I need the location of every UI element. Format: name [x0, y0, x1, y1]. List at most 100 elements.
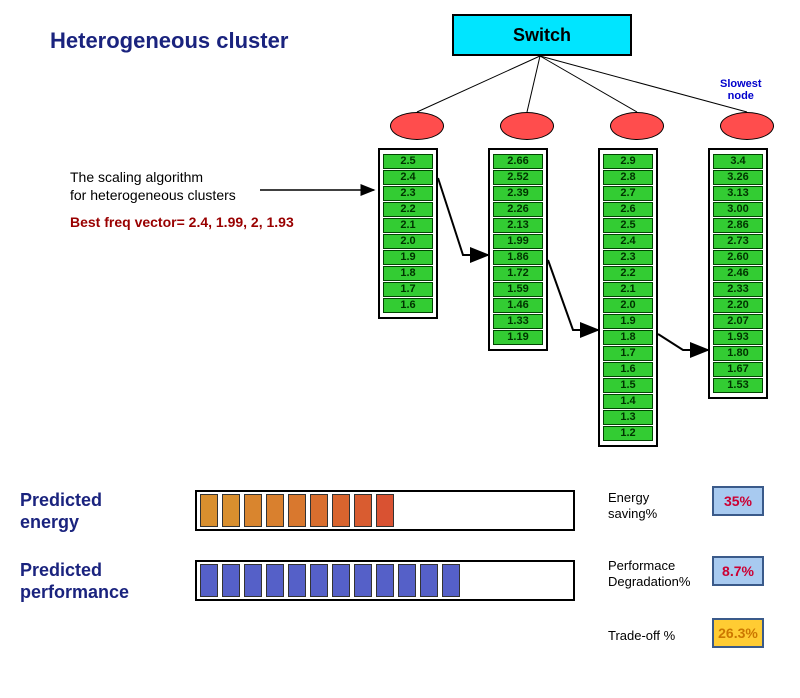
energy-bar-segment — [310, 494, 328, 527]
energy-bar-segment — [266, 494, 284, 527]
freq-cell: 2.2 — [603, 266, 653, 281]
freq-cell: 2.66 — [493, 154, 543, 169]
energy-bar-segment — [288, 494, 306, 527]
freq-cell: 1.33 — [493, 314, 543, 329]
freq-cell: 2.6 — [603, 202, 653, 217]
performance-bar-segment — [354, 564, 372, 597]
freq-cell: 1.67 — [713, 362, 763, 377]
metric-label: PerformaceDegradation% — [608, 558, 690, 589]
freq-cell: 1.4 — [603, 394, 653, 409]
freq-cell: 1.59 — [493, 282, 543, 297]
switch-label: Switch — [513, 25, 571, 46]
freq-cell: 1.19 — [493, 330, 543, 345]
energy-bar-segment — [200, 494, 218, 527]
node-oval — [390, 112, 444, 140]
predicted-energy-bar — [195, 490, 575, 531]
node-oval — [720, 112, 774, 140]
freq-cell: 2.9 — [603, 154, 653, 169]
metric-value-box: 8.7% — [712, 556, 764, 586]
freq-cell: 2.5 — [603, 218, 653, 233]
freq-cell: 1.46 — [493, 298, 543, 313]
freq-cell: 2.3 — [383, 186, 433, 201]
freq-cell: 2.5 — [383, 154, 433, 169]
freq-cell: 3.4 — [713, 154, 763, 169]
freq-cell: 1.6 — [603, 362, 653, 377]
freq-cell: 1.80 — [713, 346, 763, 361]
freq-cell: 1.93 — [713, 330, 763, 345]
freq-cell: 1.86 — [493, 250, 543, 265]
freq-cell: 1.7 — [603, 346, 653, 361]
freq-cell: 3.13 — [713, 186, 763, 201]
freq-cell: 1.5 — [603, 378, 653, 393]
metric-value-box: 35% — [712, 486, 764, 516]
freq-cell: 2.33 — [713, 282, 763, 297]
energy-bar-segment — [332, 494, 350, 527]
freq-cell: 2.07 — [713, 314, 763, 329]
freq-cell: 2.26 — [493, 202, 543, 217]
energy-bar-segment — [354, 494, 372, 527]
freq-cell: 2.60 — [713, 250, 763, 265]
freq-cell: 1.8 — [603, 330, 653, 345]
metric-label: Trade-off % — [608, 628, 675, 644]
freq-cell: 1.7 — [383, 282, 433, 297]
metric-label: Energysaving% — [608, 490, 657, 521]
freq-cell: 2.7 — [603, 186, 653, 201]
freq-cell: 2.8 — [603, 170, 653, 185]
freq-cell: 2.0 — [603, 298, 653, 313]
freq-column: 2.52.42.32.22.12.01.91.81.71.6 — [378, 148, 438, 319]
freq-column: 3.43.263.133.002.862.732.602.462.332.202… — [708, 148, 768, 399]
freq-cell: 2.3 — [603, 250, 653, 265]
freq-cell: 2.52 — [493, 170, 543, 185]
predicted-energy-label: Predictedenergy — [20, 490, 102, 533]
performance-bar-segment — [376, 564, 394, 597]
predicted-performance-bar — [195, 560, 575, 601]
freq-cell: 1.2 — [603, 426, 653, 441]
performance-bar-segment — [398, 564, 416, 597]
freq-cell: 3.26 — [713, 170, 763, 185]
slowest-node-label: Slowestnode — [720, 78, 762, 102]
energy-bar-segment — [244, 494, 262, 527]
performance-bar-segment — [244, 564, 262, 597]
freq-cell: 2.4 — [603, 234, 653, 249]
switch-box: Switch — [452, 14, 632, 56]
energy-bar-segment — [376, 494, 394, 527]
freq-cell: 1.9 — [603, 314, 653, 329]
freq-cell: 1.8 — [383, 266, 433, 281]
metric-value-box: 26.3% — [712, 618, 764, 648]
performance-bar-segment — [310, 564, 328, 597]
freq-cell: 2.39 — [493, 186, 543, 201]
freq-cell: 2.20 — [713, 298, 763, 313]
energy-bar-segment — [222, 494, 240, 527]
freq-cell: 1.53 — [713, 378, 763, 393]
freq-cell: 3.00 — [713, 202, 763, 217]
performance-bar-segment — [222, 564, 240, 597]
node-oval — [500, 112, 554, 140]
freq-cell: 1.3 — [603, 410, 653, 425]
performance-bar-segment — [442, 564, 460, 597]
freq-cell: 1.9 — [383, 250, 433, 265]
freq-cell: 1.72 — [493, 266, 543, 281]
performance-bar-segment — [332, 564, 350, 597]
performance-bar-segment — [288, 564, 306, 597]
freq-cell: 2.2 — [383, 202, 433, 217]
freq-cell: 2.13 — [493, 218, 543, 233]
performance-bar-segment — [266, 564, 284, 597]
freq-column: 2.662.522.392.262.131.991.861.721.591.46… — [488, 148, 548, 351]
freq-cell: 2.46 — [713, 266, 763, 281]
predicted-performance-label: Predictedperformance — [20, 560, 129, 603]
algorithm-description: The scaling algorithmfor heterogeneous c… — [70, 168, 236, 204]
best-freq-vector: Best freq vector= 2.4, 1.99, 2, 1.93 — [70, 214, 294, 230]
performance-bar-segment — [200, 564, 218, 597]
freq-cell: 2.1 — [603, 282, 653, 297]
freq-cell: 1.6 — [383, 298, 433, 313]
freq-column: 2.92.82.72.62.52.42.32.22.12.01.91.81.71… — [598, 148, 658, 447]
freq-cell: 2.4 — [383, 170, 433, 185]
freq-cell: 2.73 — [713, 234, 763, 249]
performance-bar-segment — [420, 564, 438, 597]
freq-cell: 2.86 — [713, 218, 763, 233]
freq-cell: 1.99 — [493, 234, 543, 249]
diagram-title: Heterogeneous cluster — [50, 28, 288, 54]
freq-cell: 2.0 — [383, 234, 433, 249]
freq-cell: 2.1 — [383, 218, 433, 233]
node-oval — [610, 112, 664, 140]
